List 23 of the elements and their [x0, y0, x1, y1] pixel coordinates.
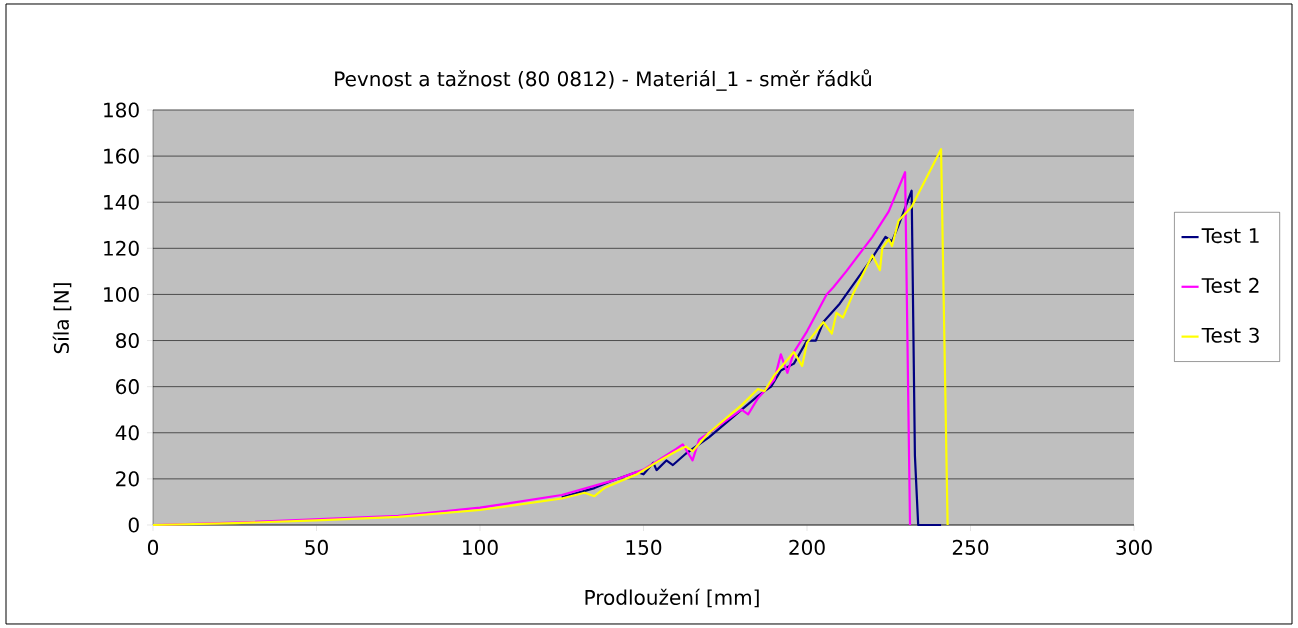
y-axis-title: Síla [N]: [52, 283, 72, 354]
x-tick-label: 250: [952, 539, 989, 555]
y-tick-label: 0: [128, 517, 139, 533]
y-tick-label: 160: [104, 148, 139, 164]
y-tick-label: 180: [104, 102, 139, 118]
y-tick-label: 120: [104, 240, 139, 256]
x-tick-label: 100: [463, 539, 498, 555]
y-tick-label: 40: [115, 425, 139, 441]
y-tick-label: 100: [104, 286, 139, 302]
legend-label: Test 3: [1201, 327, 1259, 343]
x-axis-title: Prodloužení [mm]: [585, 588, 759, 608]
y-tick-label: 80: [116, 332, 139, 349]
x-tick-label: 150: [626, 539, 662, 555]
x-tick-label: 0: [147, 539, 159, 555]
x-tick-label: 200: [789, 539, 825, 555]
y-tick-label: 60: [116, 379, 139, 395]
chart-title: Pevnost a tažnost (80 0812) - Materiál_1 - směr řádků: [335, 69, 871, 91]
y-tick-label: 20: [116, 471, 139, 487]
legend-label: Test 1: [1201, 228, 1259, 244]
legend-label: Test 2: [1201, 277, 1259, 293]
y-tick-label: 140: [104, 194, 139, 210]
x-tick-label: 300: [1116, 539, 1152, 555]
x-tick-label: 50: [305, 539, 328, 555]
